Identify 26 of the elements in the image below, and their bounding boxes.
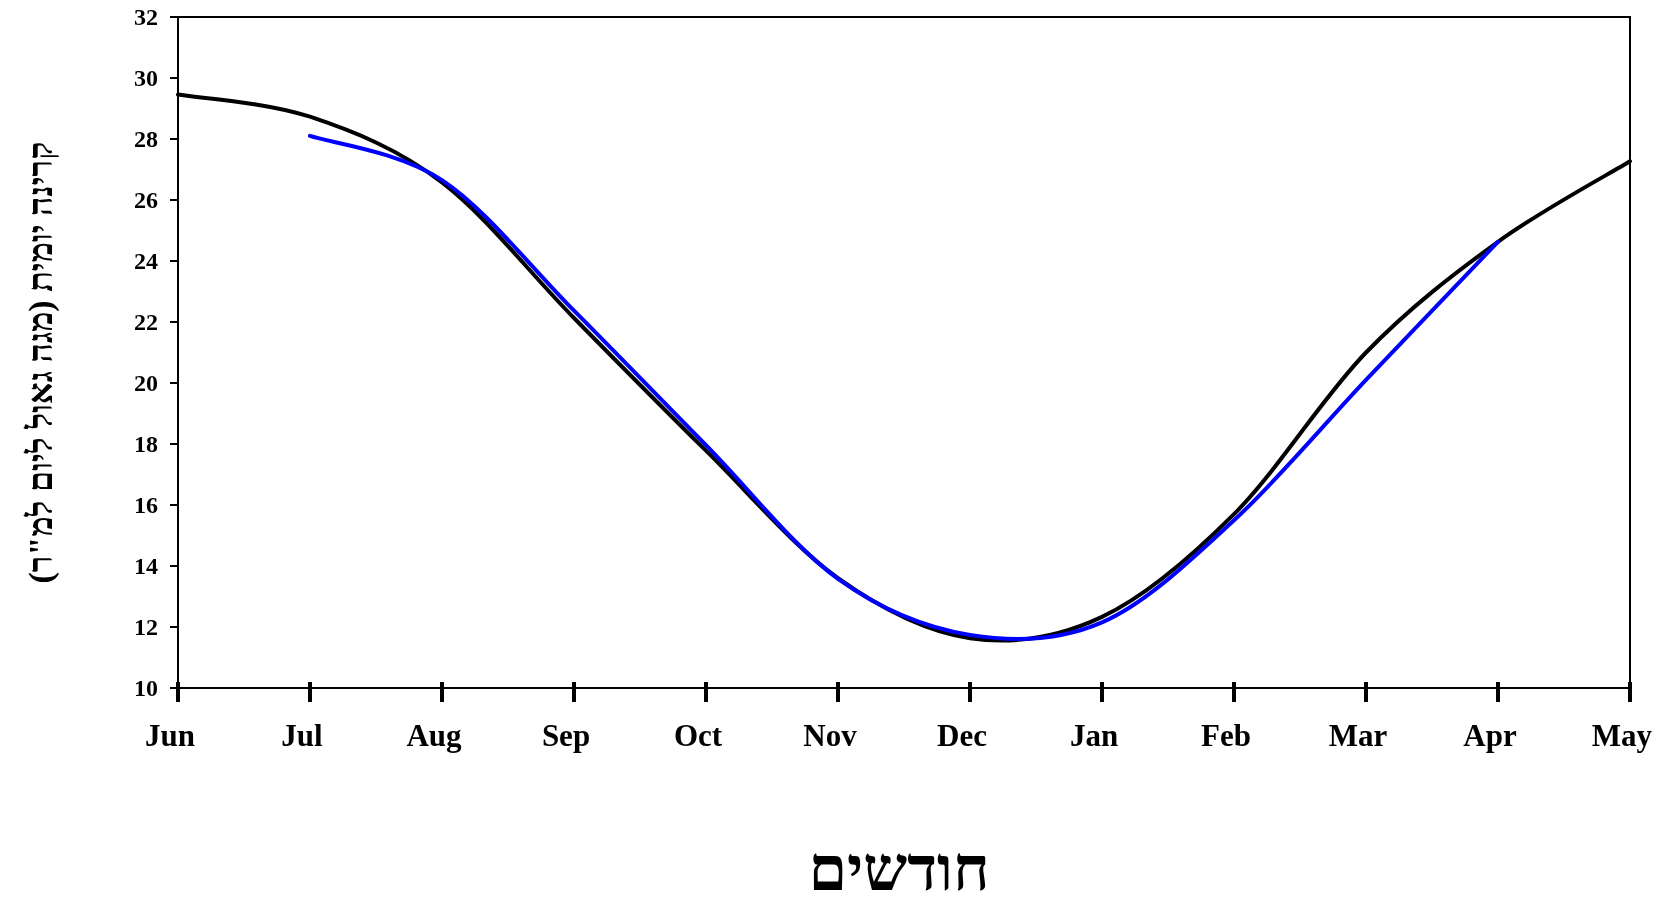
x-tick-label: Nov <box>803 718 858 753</box>
x-tick-label: Jun <box>145 718 195 753</box>
x-tick-label: May <box>1591 718 1653 753</box>
x-tick-label: Aug <box>406 718 463 753</box>
y-tick-label: 18 <box>134 431 158 457</box>
x-tick-label: Jan <box>1069 718 1119 753</box>
x-tick-label: Feb <box>1201 718 1251 753</box>
y-tick-label: 14 <box>134 553 158 579</box>
y-tick-label: 16 <box>134 492 158 518</box>
y-tick-label: 24 <box>134 248 158 274</box>
x-tick-label: Dec <box>937 718 987 753</box>
y-tick-label: 10 <box>134 675 158 701</box>
y-tick-label: 32 <box>134 4 158 30</box>
y-tick-label: 22 <box>134 309 158 335</box>
x-axis-title: חודשים <box>808 835 990 903</box>
y-axis-title: קרינה יומית (מגה גאול ליום למ"ר) <box>22 141 60 584</box>
y-tick-label: 26 <box>134 187 158 213</box>
y-tick-label: 28 <box>134 126 158 152</box>
x-tick-label: Jul <box>281 718 324 753</box>
y-tick-label: 30 <box>134 65 158 91</box>
y-tick-label: 12 <box>134 614 158 640</box>
x-tick-label: Oct <box>673 718 723 753</box>
x-tick-label: Sep <box>541 718 591 753</box>
x-tick-label: Apr <box>1463 718 1517 753</box>
x-tick-label: Mar <box>1328 718 1388 753</box>
y-tick-label: 20 <box>134 370 158 396</box>
